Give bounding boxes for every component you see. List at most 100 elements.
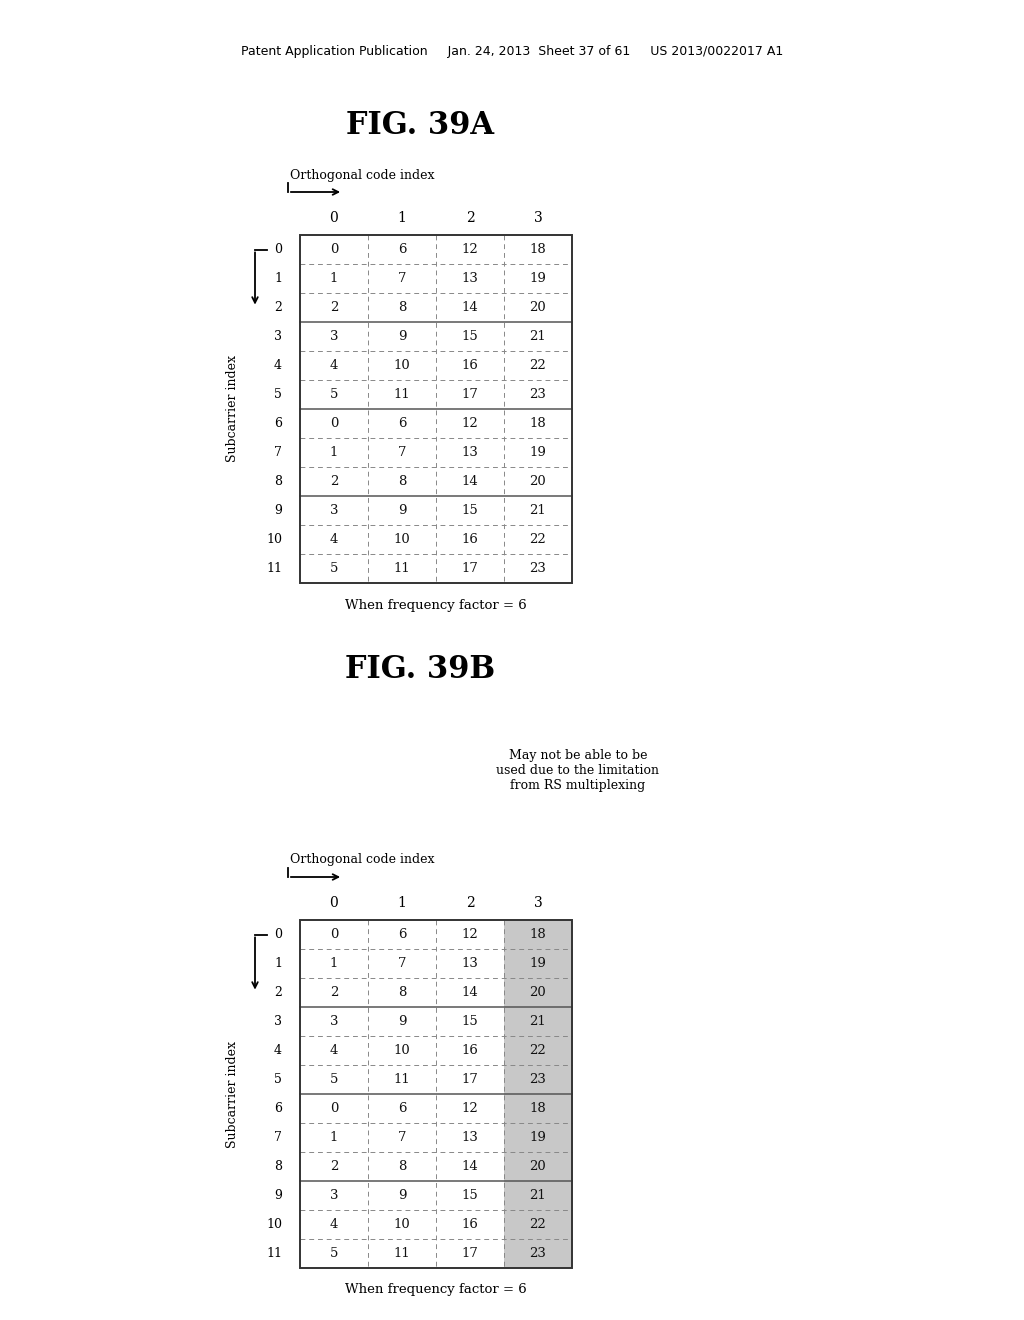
Text: Subcarrier index: Subcarrier index <box>225 355 239 462</box>
Bar <box>300 235 572 583</box>
Text: When frequency factor = 6: When frequency factor = 6 <box>345 1283 527 1296</box>
Text: 12: 12 <box>462 417 478 430</box>
Text: 17: 17 <box>462 1247 478 1261</box>
Text: 8: 8 <box>397 986 407 999</box>
Text: 3: 3 <box>330 504 338 517</box>
Text: 14: 14 <box>462 475 478 488</box>
Text: 8: 8 <box>274 475 282 488</box>
Text: 9: 9 <box>397 330 407 343</box>
Text: 18: 18 <box>529 928 547 941</box>
Text: 16: 16 <box>462 533 478 546</box>
Bar <box>300 235 572 583</box>
Text: 13: 13 <box>462 1131 478 1144</box>
Text: 2: 2 <box>330 1160 338 1173</box>
Text: 10: 10 <box>393 533 411 546</box>
Text: 11: 11 <box>393 1247 411 1261</box>
Text: 11: 11 <box>393 562 411 576</box>
Text: FIG. 39A: FIG. 39A <box>346 110 494 140</box>
Text: 18: 18 <box>529 243 547 256</box>
Text: 0: 0 <box>330 896 338 909</box>
Text: 7: 7 <box>274 1131 282 1144</box>
Text: 15: 15 <box>462 504 478 517</box>
Text: 2: 2 <box>274 301 282 314</box>
Text: 0: 0 <box>330 243 338 256</box>
Text: 22: 22 <box>529 1218 547 1232</box>
Text: 0: 0 <box>330 417 338 430</box>
Text: 13: 13 <box>462 957 478 970</box>
Text: 20: 20 <box>529 475 547 488</box>
Text: 9: 9 <box>274 1189 282 1203</box>
Text: 3: 3 <box>330 330 338 343</box>
Text: Orthogonal code index: Orthogonal code index <box>290 169 434 181</box>
Text: 6: 6 <box>274 417 282 430</box>
Text: 3: 3 <box>534 896 543 909</box>
Text: 5: 5 <box>330 1073 338 1086</box>
Text: 12: 12 <box>462 928 478 941</box>
Text: 1: 1 <box>330 446 338 459</box>
Text: 21: 21 <box>529 1015 547 1028</box>
Text: 8: 8 <box>274 1160 282 1173</box>
Text: 6: 6 <box>274 1102 282 1115</box>
Text: 5: 5 <box>330 1247 338 1261</box>
Text: 7: 7 <box>397 1131 407 1144</box>
Text: 22: 22 <box>529 1044 547 1057</box>
Text: 7: 7 <box>274 446 282 459</box>
Text: Patent Application Publication     Jan. 24, 2013  Sheet 37 of 61     US 2013/002: Patent Application Publication Jan. 24, … <box>241 45 783 58</box>
Text: 14: 14 <box>462 986 478 999</box>
Text: 12: 12 <box>462 1102 478 1115</box>
Text: 9: 9 <box>397 1015 407 1028</box>
Text: 8: 8 <box>397 301 407 314</box>
Text: 10: 10 <box>266 533 282 546</box>
Text: 9: 9 <box>274 504 282 517</box>
Text: 17: 17 <box>462 1073 478 1086</box>
Text: 6: 6 <box>397 928 407 941</box>
Text: 9: 9 <box>397 504 407 517</box>
Text: 5: 5 <box>330 562 338 576</box>
Text: 7: 7 <box>397 957 407 970</box>
Text: 1: 1 <box>274 272 282 285</box>
Text: 0: 0 <box>330 928 338 941</box>
Text: 0: 0 <box>274 243 282 256</box>
Text: 1: 1 <box>397 896 407 909</box>
Text: Subcarrier index: Subcarrier index <box>225 1040 239 1147</box>
Text: 22: 22 <box>529 533 547 546</box>
Text: 2: 2 <box>274 986 282 999</box>
Text: 13: 13 <box>462 272 478 285</box>
Text: 3: 3 <box>330 1015 338 1028</box>
Text: 20: 20 <box>529 301 547 314</box>
Text: 16: 16 <box>462 1044 478 1057</box>
Text: 19: 19 <box>529 957 547 970</box>
Text: 18: 18 <box>529 1102 547 1115</box>
Text: 12: 12 <box>462 243 478 256</box>
Text: 16: 16 <box>462 1218 478 1232</box>
Text: 14: 14 <box>462 1160 478 1173</box>
Text: 4: 4 <box>330 533 338 546</box>
Text: 1: 1 <box>397 211 407 224</box>
Text: 3: 3 <box>274 1015 282 1028</box>
Text: 2: 2 <box>330 301 338 314</box>
Text: 17: 17 <box>462 388 478 401</box>
Bar <box>300 920 572 1269</box>
Text: 23: 23 <box>529 1073 547 1086</box>
Bar <box>504 920 572 1269</box>
Text: 20: 20 <box>529 1160 547 1173</box>
Text: 16: 16 <box>462 359 478 372</box>
Text: 19: 19 <box>529 272 547 285</box>
Text: 10: 10 <box>266 1218 282 1232</box>
Text: 23: 23 <box>529 1247 547 1261</box>
Text: 1: 1 <box>274 957 282 970</box>
Text: Orthogonal code index: Orthogonal code index <box>290 854 434 866</box>
Text: 11: 11 <box>393 1073 411 1086</box>
Text: 15: 15 <box>462 1015 478 1028</box>
Text: 21: 21 <box>529 1189 547 1203</box>
Text: 23: 23 <box>529 388 547 401</box>
Text: 1: 1 <box>330 1131 338 1144</box>
Text: 3: 3 <box>330 1189 338 1203</box>
Text: 0: 0 <box>274 928 282 941</box>
Text: 3: 3 <box>534 211 543 224</box>
Text: 15: 15 <box>462 330 478 343</box>
Text: 3: 3 <box>274 330 282 343</box>
Text: 19: 19 <box>529 1131 547 1144</box>
Text: 13: 13 <box>462 446 478 459</box>
Text: 21: 21 <box>529 330 547 343</box>
